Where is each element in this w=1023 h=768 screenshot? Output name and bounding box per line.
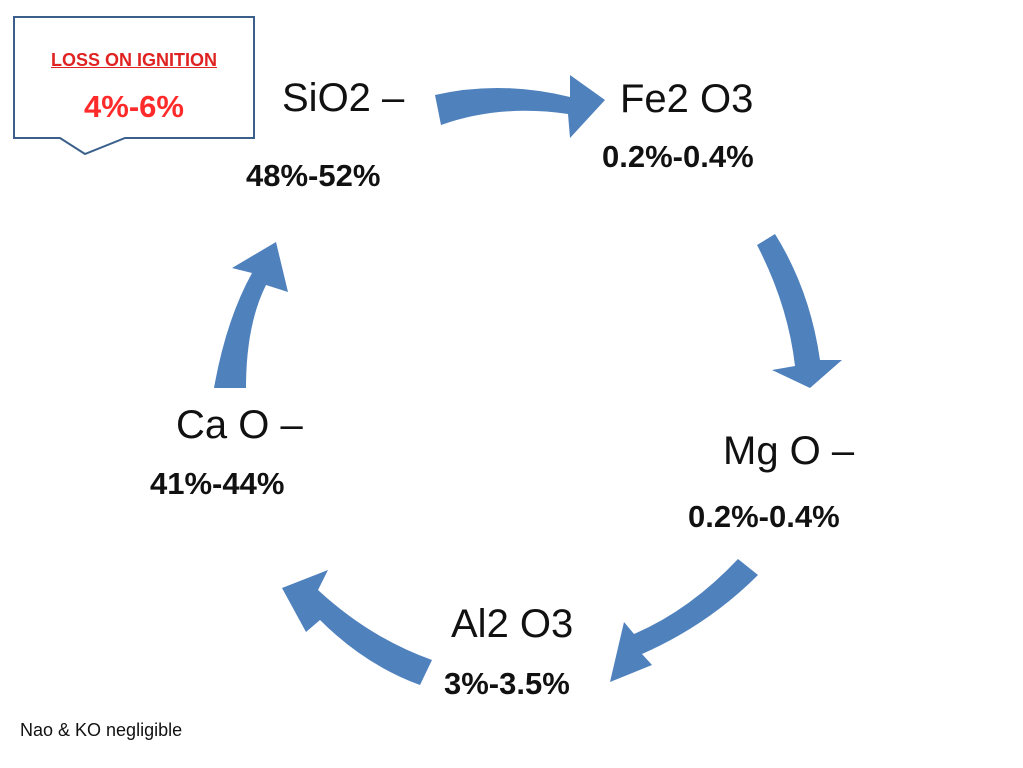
fe2o3-label: Fe2 O3 <box>620 77 754 121</box>
sio2-label: SiO2 – <box>282 76 405 120</box>
callout-value: 4%-6% <box>84 89 184 124</box>
callout-box <box>13 16 255 156</box>
sio2-value: 48%-52% <box>246 158 381 193</box>
fe2o3-value: 0.2%-0.4% <box>602 139 754 174</box>
al2o3-label: Al2 O3 <box>451 602 574 646</box>
right-arrow-icon <box>435 75 605 138</box>
mgo-label: Mg O – <box>723 429 855 473</box>
callout-title: LOSS ON IGNITION <box>50 50 217 70</box>
cao-value: 41%-44% <box>150 466 285 501</box>
mgo-value: 0.2%-0.4% <box>688 499 840 534</box>
al2o3-value: 3%-3.5% <box>444 666 570 701</box>
footnote: Nao & KO negligible <box>20 720 183 740</box>
up-arrow-icon <box>214 242 288 388</box>
cao-label: Ca O – <box>176 403 303 447</box>
down-left-arrow-icon <box>610 559 758 682</box>
down-arrow-icon <box>757 234 842 388</box>
up-left-arrow-icon <box>282 570 432 685</box>
